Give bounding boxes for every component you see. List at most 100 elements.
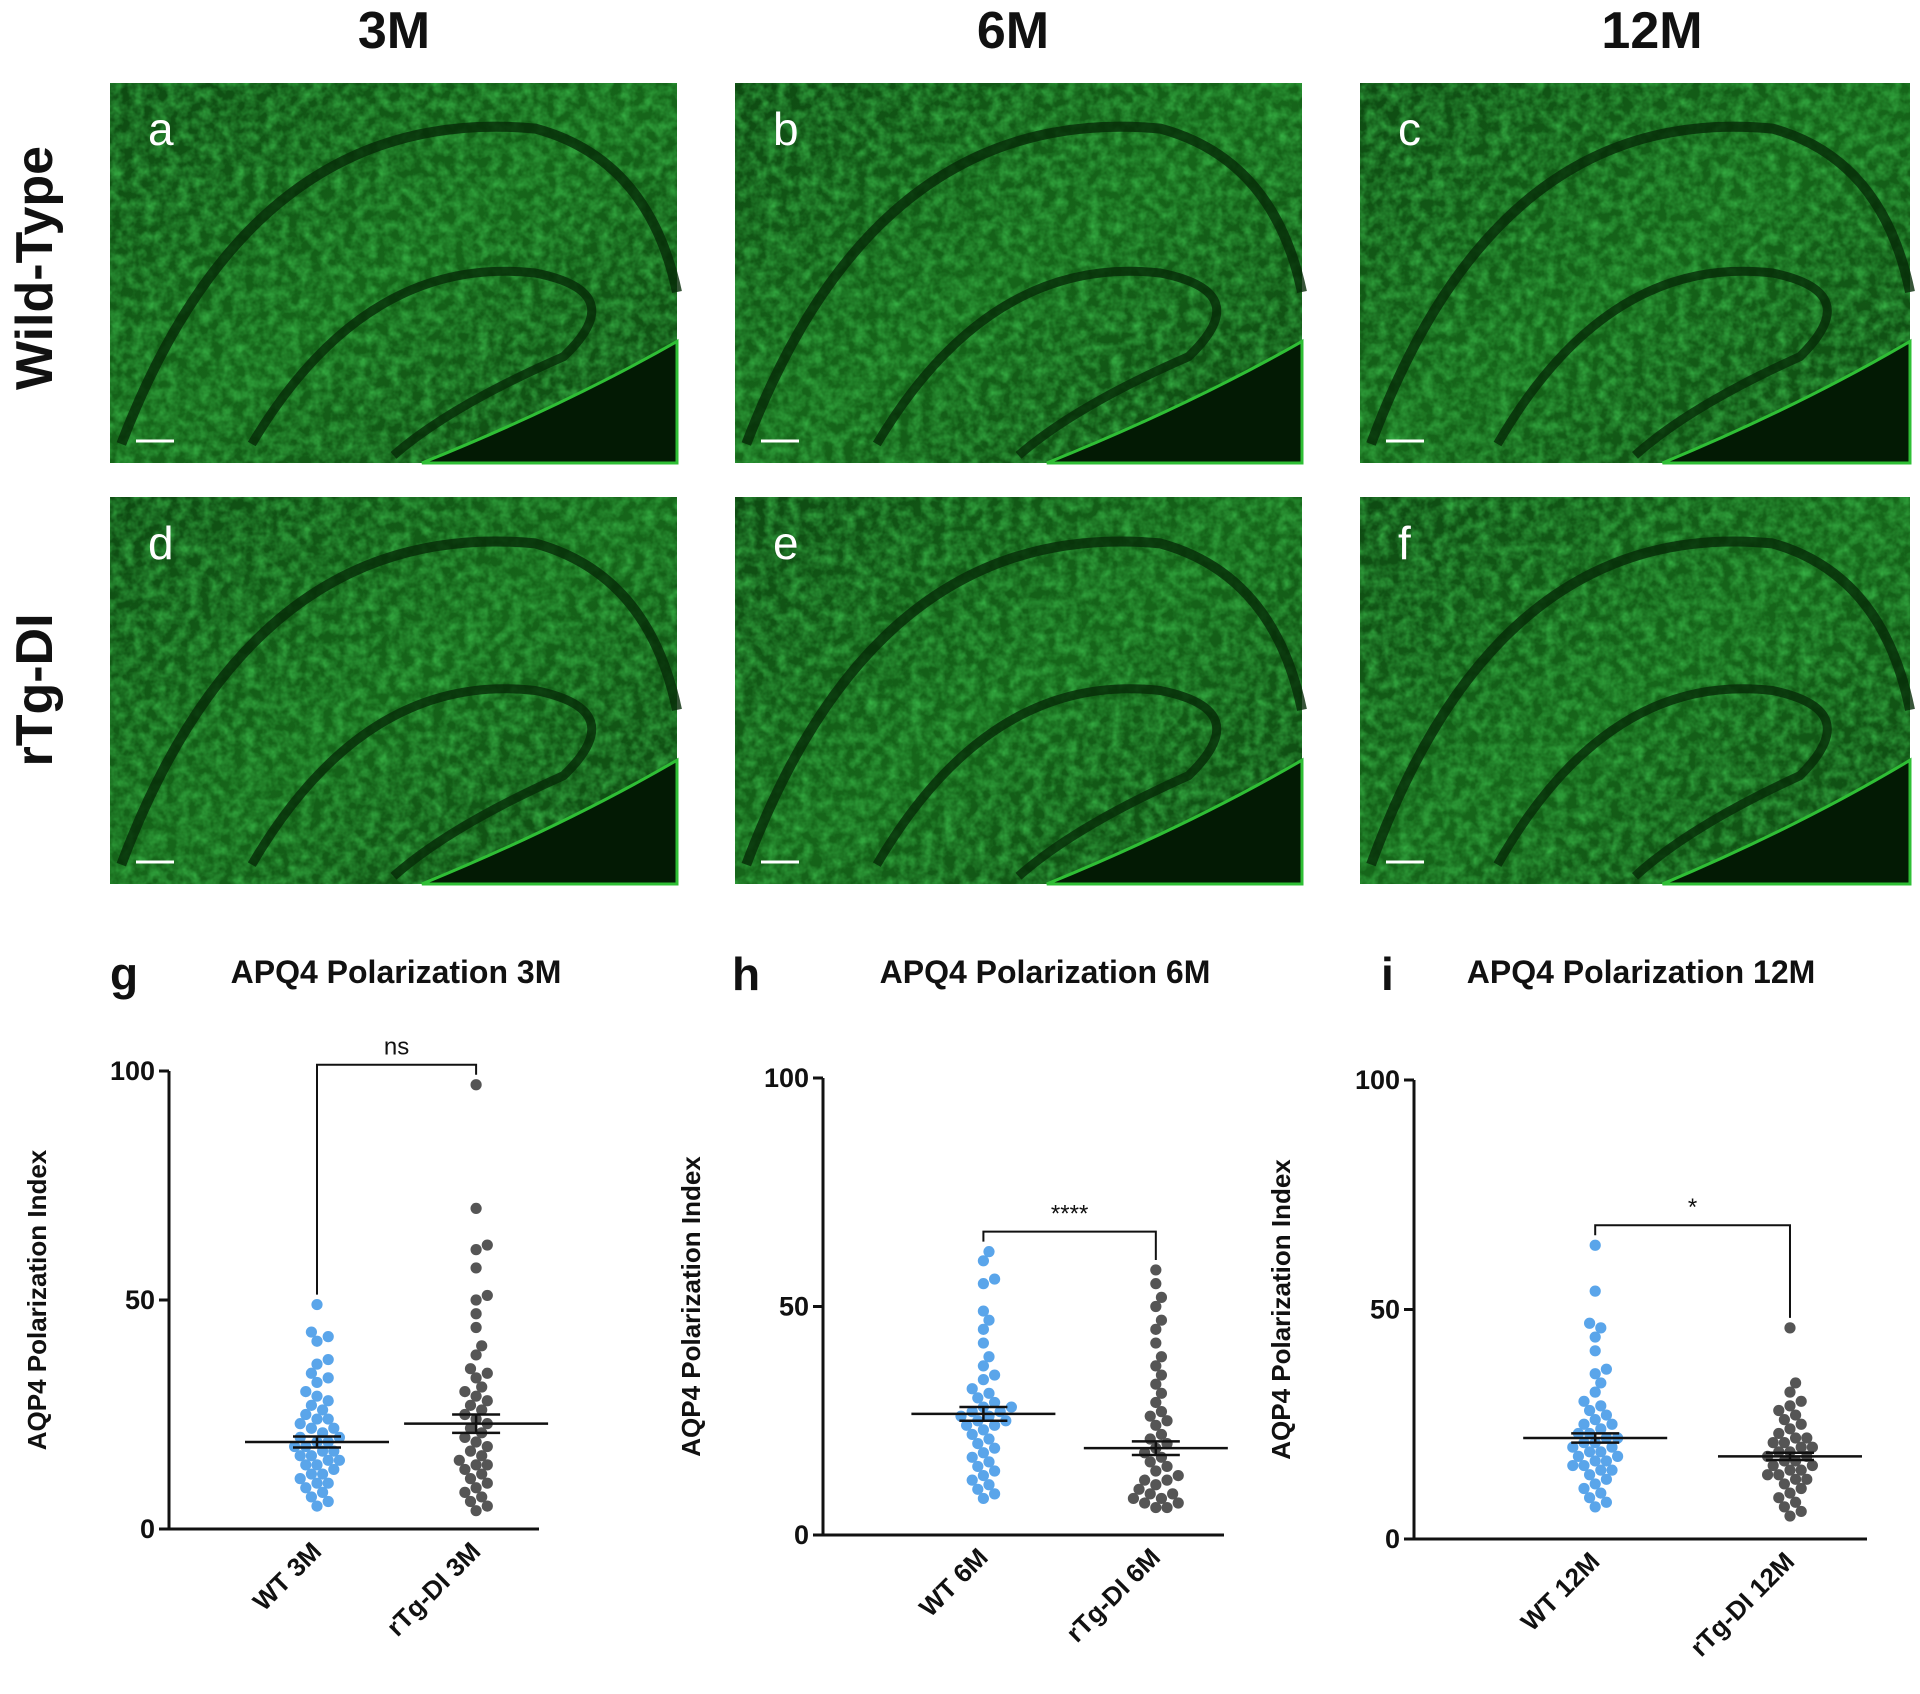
data-point (1161, 1460, 1173, 1473)
row-header: Wild-Type (6, 146, 64, 390)
data-point (977, 1255, 990, 1267)
data-point (1589, 1455, 1601, 1467)
data-point (1144, 1488, 1156, 1500)
data-point (322, 1353, 334, 1366)
data-point (311, 1358, 323, 1370)
data-point (1150, 1323, 1162, 1335)
data-point (1778, 1437, 1790, 1449)
data-point (1595, 1464, 1607, 1476)
data-point (476, 1468, 488, 1480)
data-point (311, 1477, 323, 1489)
data-point (966, 1451, 978, 1463)
data-point (1144, 1456, 1156, 1468)
data-point (300, 1459, 312, 1471)
data-point (481, 1395, 493, 1407)
data-point (481, 1367, 493, 1379)
micrograph: b (735, 83, 1307, 465)
data-point (966, 1474, 978, 1486)
panel-letter: a (148, 103, 174, 155)
data-point (311, 1298, 323, 1311)
data-point (983, 1314, 995, 1326)
data-point (1778, 1414, 1790, 1426)
significance-bracket (982, 1230, 1157, 1260)
data-point (1150, 1300, 1162, 1313)
x-tick-label: rTg-DI 12M (1684, 1546, 1800, 1662)
data-point (1789, 1377, 1802, 1389)
data-point (1578, 1459, 1590, 1472)
data-point (1155, 1351, 1168, 1363)
data-point (1172, 1497, 1184, 1509)
data-point (1784, 1322, 1796, 1334)
data-point (1133, 1483, 1145, 1495)
micrograph: e (735, 497, 1307, 886)
data-point (1773, 1492, 1785, 1504)
chart-title: APQ4 Polarization 12M (1467, 954, 1816, 990)
data-point (305, 1450, 317, 1462)
data-point (1150, 1396, 1162, 1409)
panel-letter: e (773, 517, 799, 569)
data-point (453, 1454, 465, 1466)
data-point (1155, 1406, 1168, 1418)
error-bar (452, 1413, 501, 1435)
x-tick-label: WT 6M (913, 1542, 993, 1622)
data-point (322, 1413, 334, 1425)
y-tick-label: 0 (794, 1520, 809, 1550)
panel-letter: i (1381, 948, 1394, 1000)
data-point (464, 1399, 477, 1411)
data-point (972, 1483, 984, 1495)
data-point (311, 1500, 323, 1512)
dentate-layer (872, 684, 1222, 880)
data-point (1806, 1459, 1818, 1472)
data-point (1612, 1450, 1624, 1462)
cell-layer (741, 121, 1307, 446)
data-point (1139, 1474, 1151, 1486)
row-header: rTg-DI (6, 613, 64, 766)
data-point (1795, 1441, 1807, 1453)
micrograph: f (1360, 497, 1915, 886)
x-tick-label: rTg-DI 6M (1060, 1542, 1166, 1648)
data-point (305, 1491, 317, 1503)
error-bar (1571, 1432, 1620, 1444)
data-point (1595, 1400, 1607, 1412)
x-tick-label: WT 12M (1515, 1546, 1606, 1637)
data-point (1155, 1369, 1168, 1381)
data-point (1144, 1433, 1156, 1445)
error-bar (293, 1435, 341, 1449)
column-header: 3M (358, 2, 430, 60)
data-point (977, 1469, 990, 1482)
data-point (470, 1079, 482, 1091)
panel-letter: f (1398, 517, 1411, 569)
data-point (972, 1460, 984, 1473)
data-point (470, 1294, 482, 1306)
data-point (481, 1239, 493, 1251)
data-point (470, 1349, 482, 1361)
data-point (1150, 1479, 1162, 1491)
data-point (966, 1383, 978, 1395)
data-point (459, 1386, 471, 1398)
data-point (1127, 1492, 1140, 1505)
data-point (1578, 1418, 1590, 1430)
data-point (1584, 1404, 1596, 1417)
data-point (977, 1305, 990, 1317)
data-point (983, 1387, 995, 1399)
column-header: 12M (1601, 2, 1702, 60)
data-point (1589, 1478, 1601, 1490)
data-point (1789, 1496, 1802, 1508)
data-point (481, 1289, 493, 1302)
data-point (322, 1395, 334, 1407)
data-point (470, 1459, 482, 1471)
data-point (1589, 1501, 1601, 1513)
data-point (1161, 1501, 1173, 1514)
data-point (1784, 1386, 1796, 1398)
data-point (300, 1408, 312, 1421)
data-point (317, 1486, 329, 1498)
y-tick-label: 100 (1355, 1065, 1400, 1095)
ventricle (421, 757, 679, 886)
y-axis-label: AQP4 Polarization Index (22, 1149, 52, 1450)
data-point (1161, 1474, 1173, 1486)
data-point (322, 1477, 334, 1489)
data-point (333, 1454, 345, 1466)
data-point (1155, 1291, 1168, 1303)
data-point (1773, 1427, 1785, 1440)
